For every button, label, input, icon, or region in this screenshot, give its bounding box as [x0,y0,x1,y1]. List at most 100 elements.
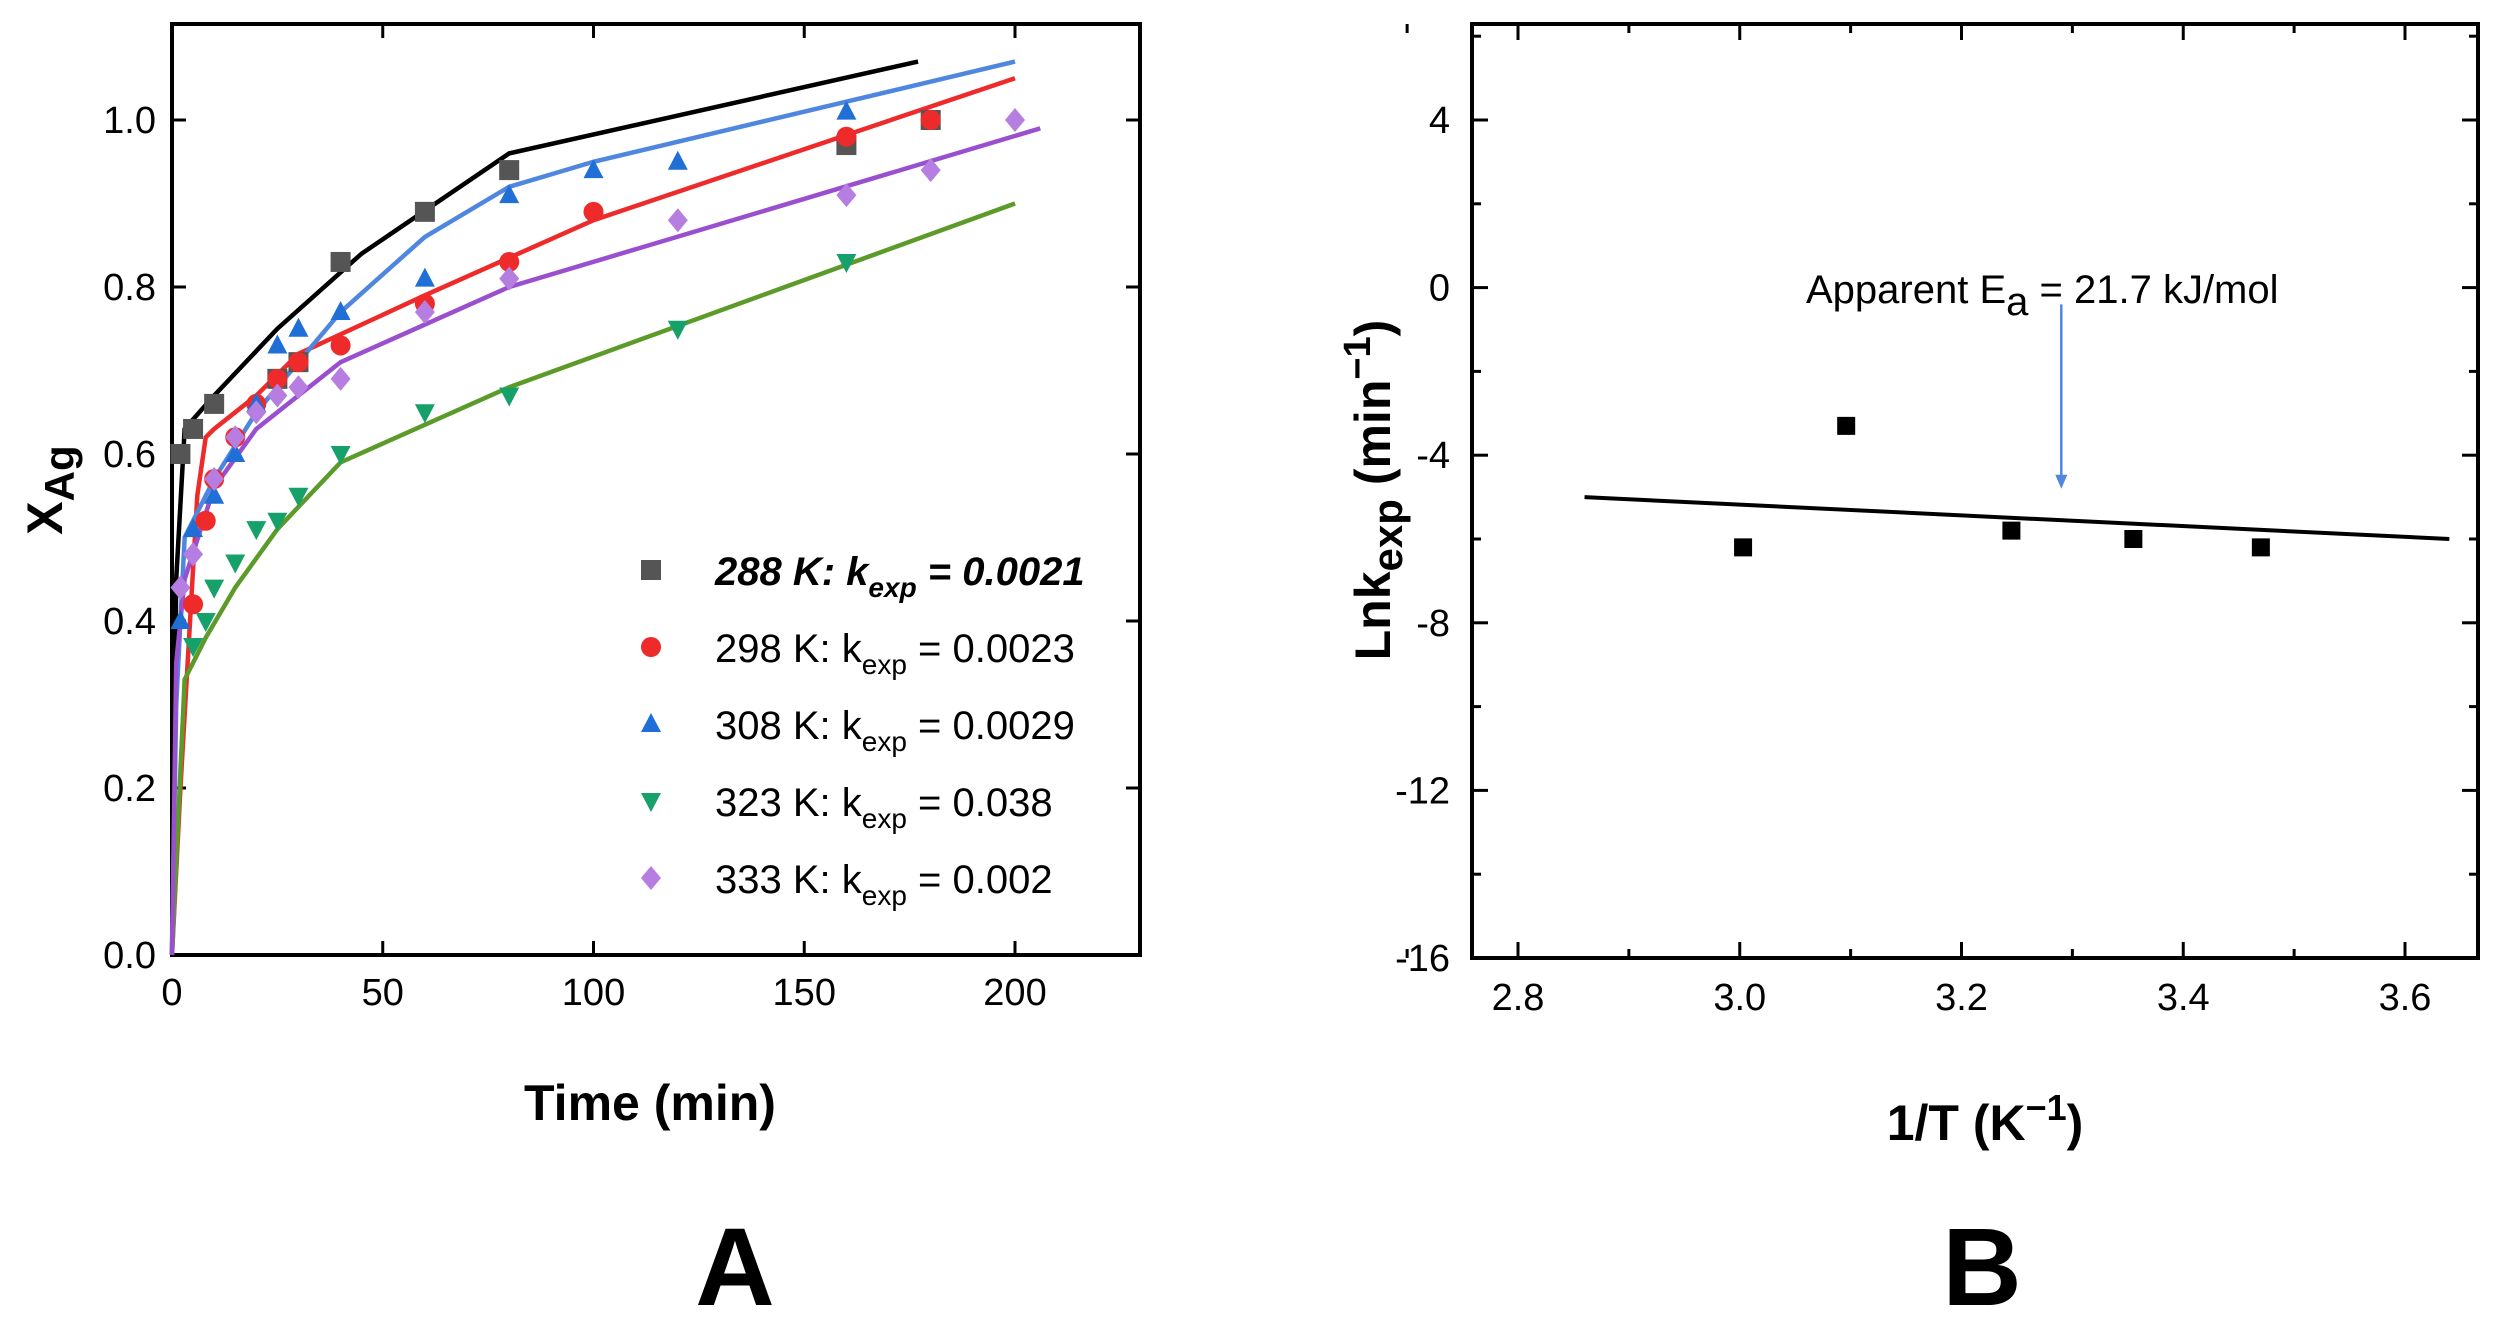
point-323k-0 [183,638,204,658]
x-axis-title-b: 1/T (K−1) [1887,1087,2084,1151]
y-tick-label-a-0-8: 0.8 [103,267,156,309]
point-288k-6 [414,201,435,222]
point-333k-1 [183,542,204,567]
point-323k-3 [225,554,246,574]
point-298k-11 [836,126,857,147]
y-tick-label-b--8: -8 [1416,603,1450,645]
legend-marker-333k [641,866,661,890]
y-tick-label-a-0: 0.0 [103,935,156,977]
series-288k [170,110,941,464]
point-333k-3 [225,425,246,450]
point-308k-10 [583,159,604,179]
point-298k-9 [499,251,520,272]
legend-sub: exp [862,803,907,834]
point-333k-4 [246,400,267,425]
point-323k-8 [414,404,435,424]
y-tick-label-a-0-6: 0.6 [103,434,156,476]
panel-a: 0 50 100 150 200 0.0 0.2 0.4 0.6 0.8 1.0 Time (min)… [17,22,1142,1319]
fit-line-b [1584,495,2450,541]
y-axis-title-b-main: Lnk [1345,571,1401,660]
point-333k-7 [330,366,351,391]
point-298k-12 [920,110,941,130]
point-308k-11 [667,150,688,170]
point-b-2 [2002,521,2021,540]
point-b-3 [2124,530,2143,548]
point-333k-2 [204,467,225,492]
point-298k-7 [330,335,351,356]
point-323k-1 [195,613,216,632]
x-axis-title-b-sup: −1 [2026,1087,2067,1128]
x-tick-label-b-3: 3.0 [1713,977,1766,1019]
legend-prefix: 323 K: k [715,781,863,825]
point-308k-6 [288,317,309,337]
legend-marker-298k [641,637,661,657]
plot-frame-b [1470,22,2480,960]
point-333k-13 [1005,108,1025,132]
legend-prefix: 288 K: k [714,550,870,594]
y-axis-title-a: XAg [17,445,83,534]
annotation-end: = 21.7 kJ/mol [2028,268,2278,312]
point-b-0 [1734,538,1753,557]
y-tick-label-a-0-4: 0.4 [103,601,156,643]
point-308k-3 [225,443,246,462]
y-tick-label-a-1: 1.0 [103,100,156,142]
annotation-sub: a [2006,280,2029,324]
x-tick-label-b-3-4: 3.4 [2157,977,2210,1019]
legend-suffix: = 0.0029 [907,704,1075,748]
y-axis-title-a-main: X [17,501,73,534]
arrow-head [2055,474,2068,489]
y-axis-title-b-sup: −1 [1337,336,1379,379]
y-tick-label-b-4: 4 [1429,100,1450,142]
point-288k-0 [170,444,191,464]
point-323k-7 [330,446,351,465]
y-tick-label-b-0: 0 [1429,268,1450,310]
legend-label-298k: 298 K: kexp = 0.0023 [715,627,1075,680]
point-308k-5 [267,334,288,354]
point-308k-12 [836,100,857,120]
x-tick-label-a-200: 200 [983,972,1046,1014]
point-323k-5 [267,512,288,532]
point-298k-5 [267,368,288,389]
legend-suffix: = 0.038 [907,781,1053,825]
point-323k-2 [204,579,225,599]
point-333k-5 [267,383,288,408]
legend-sub: exp [862,880,907,911]
x-tick-label-b-3-2: 3.2 [1935,977,1988,1019]
legend-suffix: = 0.0023 [907,627,1075,671]
legend-prefix: 298 K: k [715,627,863,671]
legend-prefix: 333 K: k [715,858,863,902]
x-axis-title-a: Time (min) [524,1075,776,1131]
point-323k-4 [246,521,267,541]
x-tick-label-a-50: 50 [362,972,404,1014]
legend-sub: exp [862,649,907,680]
series-298k [183,110,941,615]
point-288k-1 [183,418,204,439]
x-tick-label-b-3-6: 3.6 [2379,977,2432,1019]
point-298k-10 [583,201,604,222]
point-333k-6 [288,375,309,400]
x-axis-title-b-main: 1/T (K [1887,1095,2026,1151]
legend-marker-323k [641,793,661,812]
point-323k-10 [667,320,688,340]
series-308k [170,100,857,629]
point-323k-9 [499,387,520,407]
point-308k-7 [330,301,351,321]
y-axis-title-b-end: ) [1345,320,1401,337]
x-tick-label-b-2-8: 2.8 [1492,977,1545,1019]
point-288k-2 [204,393,225,414]
point-308k-2 [204,484,225,504]
point-288k-7 [499,160,520,181]
point-333k-0 [170,575,191,600]
x-tick-label-a-100: 100 [562,972,625,1014]
y-tick-label-b--16: -16 [1395,938,1450,980]
y-axis-title-b-sub: exp [1364,499,1411,571]
legend-label-288k: 288 K: kexp = 0.0021 [714,550,1085,603]
point-298k-1 [195,510,216,531]
series-323k [183,253,857,658]
x-tick-label-a-0: 0 [161,972,182,1014]
plot-frame-a [170,22,1142,957]
fit-line-333k [169,126,1041,956]
point-333k-9 [499,266,520,291]
